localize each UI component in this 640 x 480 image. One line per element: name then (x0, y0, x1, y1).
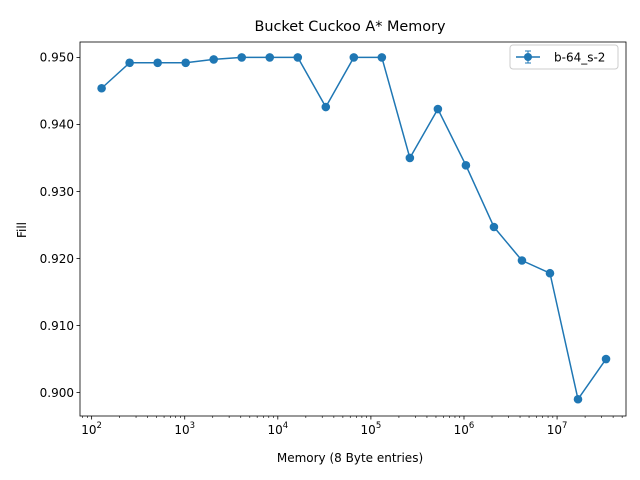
legend: b-64_s-2 (509, 44, 619, 70)
data-point (461, 161, 471, 170)
y-tick-label: 0.920 (40, 252, 74, 266)
legend-marker (524, 53, 532, 61)
legend-label: b-64_s-2 (554, 50, 605, 64)
data-point (573, 394, 583, 404)
y-tick-label: 0.910 (40, 319, 74, 333)
data-point (433, 104, 443, 114)
y-tick-label: 0.930 (40, 185, 74, 199)
y-axis-label: Fill (15, 222, 29, 238)
x-tick-label: 105 (361, 421, 382, 437)
data-point (293, 53, 303, 62)
data-point (209, 55, 219, 64)
data-point (321, 102, 331, 112)
y-tick-label: 0.950 (40, 51, 74, 65)
data-point (265, 53, 275, 62)
data-point (125, 58, 134, 68)
legend-box (509, 44, 619, 70)
y-tick-label: 0.940 (40, 118, 74, 132)
data-point (97, 83, 106, 93)
data-point (601, 354, 611, 364)
data-point (181, 58, 190, 68)
data-point (489, 222, 499, 232)
axes: 102 103 104 105 106 107 0.900 0.910 0.920 0.930 0.… (40, 41, 627, 437)
x-tick-label: 103 (174, 421, 195, 437)
data-point (545, 268, 555, 278)
plot-marks (97, 53, 611, 404)
plot-frame (79, 41, 627, 417)
x-axis-label: Memory (8 Byte entries) (277, 451, 423, 465)
data-point (237, 53, 247, 62)
data-point (153, 58, 162, 68)
x-tick-label: 104 (267, 421, 288, 437)
x-tick-label: 102 (81, 421, 102, 437)
data-point (349, 53, 359, 62)
x-tick-label: 106 (454, 421, 475, 437)
chart-title: Bucket Cuckoo A* Memory (254, 19, 446, 35)
data-point (405, 153, 415, 163)
x-tick-label: 107 (547, 421, 568, 437)
data-point (377, 53, 387, 62)
y-tick-label: 0.900 (40, 386, 74, 400)
data-point (517, 256, 527, 265)
